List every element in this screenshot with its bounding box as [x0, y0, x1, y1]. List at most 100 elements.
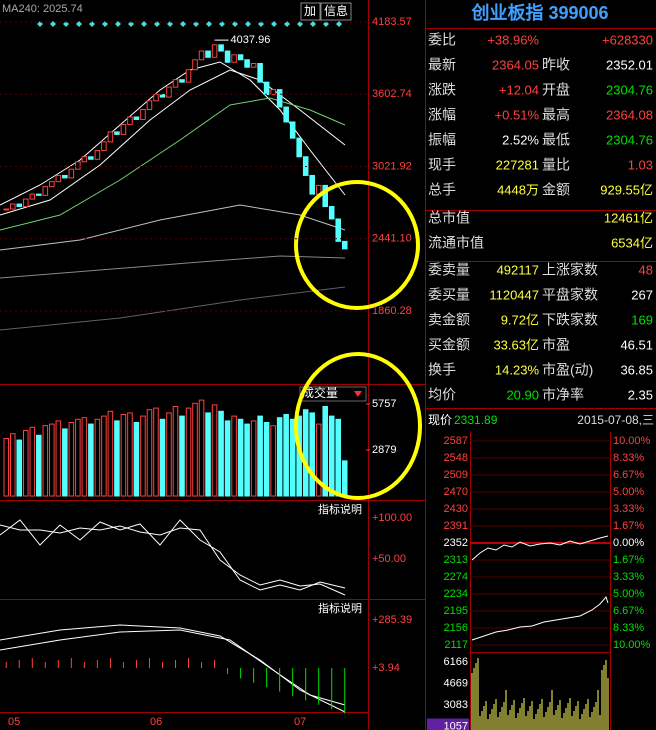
price-axis-label: 2391 [444, 520, 468, 532]
volume-bar [75, 418, 81, 497]
volume-bar [49, 423, 55, 497]
quote-value: 36.85 [620, 362, 653, 377]
volume-bar [270, 425, 276, 497]
volume-axis-label: 3083 [444, 699, 468, 711]
volume-bar [81, 417, 88, 497]
percent-axis-label: 10.00% [613, 639, 651, 651]
candle [23, 198, 29, 208]
candle [127, 116, 133, 125]
quote-label: 上涨家数 [542, 262, 598, 278]
quote-value: 2.52% [502, 132, 539, 147]
price-axis-label: 2274 [444, 571, 468, 583]
candle [107, 131, 114, 143]
quote-label: 委买量 [428, 287, 470, 303]
percent-axis-label: 10.00% [613, 435, 651, 447]
indicator-button[interactable]: 指标说明 [318, 502, 362, 516]
volume-bar [192, 402, 198, 497]
add-button-label[interactable]: 加 [304, 4, 316, 18]
dropdown-arrow[interactable] [354, 391, 362, 397]
volume-bar [153, 407, 159, 497]
candle [244, 59, 250, 68]
candle [322, 184, 328, 208]
price-tick-label: 2441.10 [372, 233, 412, 245]
price-axis-label: 2548 [444, 452, 468, 464]
volume-title[interactable]: 成交量 [302, 385, 338, 400]
info-button[interactable] [320, 2, 352, 21]
candle [62, 174, 68, 179]
candle [140, 109, 146, 120]
candle [205, 50, 211, 58]
add-button[interactable] [300, 2, 321, 21]
quote-value: 492117 [497, 262, 539, 277]
volume-bar [36, 434, 42, 497]
quote-label: 总市值 [428, 210, 470, 226]
volume-tick-label: 2879 [372, 444, 396, 456]
volume-bar [185, 407, 192, 497]
quote-value: +12.04 [499, 82, 539, 97]
quote-value: 2364.05 [492, 57, 539, 72]
candle [296, 137, 302, 158]
volume-bar [237, 418, 244, 497]
volume-bar [244, 423, 250, 497]
percent-axis-label: 3.33% [613, 503, 644, 515]
price-axis-label: 2234 [444, 588, 468, 600]
candle [88, 156, 94, 160]
percent-axis-label: 8.33% [613, 452, 644, 464]
percent-axis-label: 6.67% [613, 605, 644, 617]
marker [193, 21, 199, 27]
info-button-label[interactable]: 信息 [324, 3, 348, 18]
indicator-lines [0, 519, 346, 713]
volume-bar [328, 415, 335, 497]
volume-bar [302, 409, 309, 497]
candle [224, 50, 231, 63]
candle [276, 89, 283, 108]
volume-axis-label: 6166 [444, 656, 468, 668]
candle [153, 94, 159, 102]
candle [328, 206, 335, 220]
volume-bar [224, 420, 231, 497]
quote-value: 267 [631, 287, 653, 302]
quote-label: 均价 [428, 387, 456, 403]
candle [55, 174, 62, 183]
volume-bar [23, 429, 29, 497]
percent-axis-label: 0.00% [613, 537, 644, 549]
axis-label: +3.94 [372, 662, 400, 674]
volume-bar [127, 412, 133, 497]
month-label: 07 [294, 716, 306, 728]
quote-label: 振幅 [428, 132, 456, 148]
volume-bar [205, 412, 211, 497]
quote-label: 委卖量 [428, 262, 470, 278]
percent-axis-label: 1.67% [613, 554, 644, 566]
quote-label: 换手 [428, 362, 456, 378]
date: 2015-07-08,三 [577, 413, 654, 427]
price-axis-label: 2509 [444, 469, 468, 481]
quote-label: 平盘家数 [542, 287, 598, 303]
price-axis-label: 2195 [444, 605, 468, 617]
quote-label: 量比 [542, 157, 570, 173]
marker [63, 21, 69, 27]
volume-selector[interactable] [299, 386, 367, 402]
quote-value: 227281 [496, 157, 539, 172]
volume-bar [140, 415, 146, 497]
candle [263, 81, 270, 96]
quote-value: 2352.01 [606, 57, 653, 72]
candle [49, 181, 55, 188]
month-label: 05 [8, 716, 20, 728]
candle [192, 59, 198, 71]
percent-axis-label: 6.67% [613, 469, 644, 481]
quote-label: 市盈 [542, 337, 570, 353]
indicator-button[interactable]: 指标说明 [318, 601, 362, 615]
quote-label: 涨幅 [428, 107, 456, 123]
volume-bar [62, 428, 68, 497]
percent-axis-label: 5.00% [613, 486, 644, 498]
price-tick-label: 4183.57 [372, 16, 412, 28]
marker [128, 21, 134, 27]
price-value: 2331.89 [454, 413, 498, 427]
volume-bar [263, 421, 270, 497]
volume-bar [120, 414, 127, 497]
candle [94, 150, 101, 160]
candle [289, 121, 296, 139]
